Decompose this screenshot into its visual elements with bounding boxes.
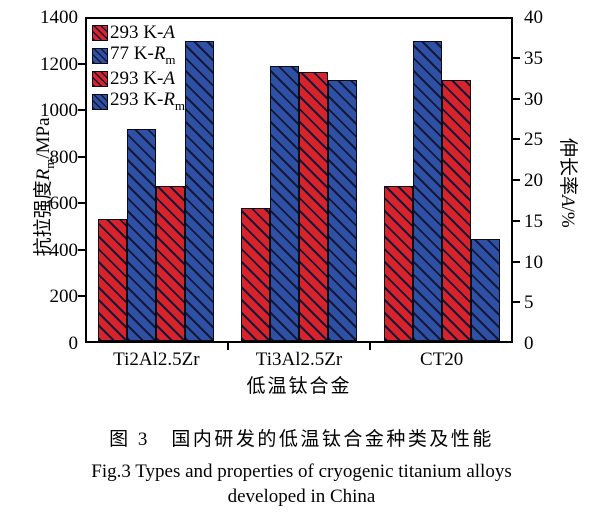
y-left-tick-mark	[78, 155, 85, 158]
y-left-tick-mark	[78, 295, 85, 298]
y-left-title-symbol: R	[33, 168, 55, 181]
caption-english-line2: developed in China	[227, 486, 376, 507]
y-right-tick-mark	[513, 301, 520, 304]
x-category-label: Ti2Al2.5Zr	[113, 349, 200, 370]
y-left-tick-mark	[78, 202, 85, 205]
legend-swatch	[92, 24, 108, 41]
caption-english: Fig.3 Types and properties of cryogenic …	[0, 459, 603, 509]
y-left-tick-mark	[78, 62, 85, 65]
y-right-title-symbol: A	[556, 195, 578, 207]
y-right-tick-label: 25	[524, 129, 543, 151]
bar-CT20-series1	[412, 41, 442, 341]
y-left-tick-label: 1200	[40, 53, 78, 75]
x-category-label: CT20	[420, 349, 464, 370]
bar-Ti3Al2.5Zr-series2	[299, 72, 328, 341]
figure-caption: 图 3 国内研发的低温钛合金种类及性能 Fig.3 Types and prop…	[0, 424, 603, 509]
y-right-tick-label: 20	[524, 170, 543, 191]
y-left-tick-label: 800	[49, 146, 79, 168]
y-right-tick-mark	[513, 56, 520, 59]
x-tick-mark	[369, 343, 372, 350]
legend-label: 293 K-A	[110, 67, 175, 89]
caption-english-line1: Fig.3 Types and properties of cryogenic …	[91, 461, 512, 482]
y-right-tick-label: 15	[524, 210, 543, 232]
x-category-label: Ti3Al2.5Zr	[255, 349, 343, 370]
y-left-tick-mark	[78, 109, 85, 112]
x-tick-mark	[226, 343, 229, 350]
legend-item: 293 K-Rm	[92, 89, 186, 113]
y-left-tick-label: 600	[49, 193, 79, 215]
legend-item: 293 K-A	[92, 21, 185, 44]
legend-item: 293 K-A	[92, 67, 185, 90]
legend-label: 293 K-Rm	[110, 89, 186, 113]
bar-CT20-series3	[470, 239, 500, 341]
legend-item: 77 K-Rm	[92, 43, 185, 67]
bar-Ti2Al2.5Zr-series3	[185, 41, 215, 341]
y-right-tick-mark	[513, 260, 520, 263]
bar-Ti3Al2.5Zr-series3	[328, 80, 357, 341]
y-right-tick-mark	[513, 219, 520, 222]
y-right-tick-label: 35	[524, 47, 543, 69]
bar-Ti3Al2.5Zr-series0	[241, 208, 270, 341]
y-left-tick-label: 400	[49, 239, 79, 261]
y-left-tick-label: 0	[68, 333, 79, 354]
y-right-tick-mark	[513, 179, 520, 181]
bar-Ti2Al2.5Zr-series1	[127, 129, 157, 341]
y-right-tick-mark	[513, 138, 520, 141]
y-left-tick-label: 1000	[40, 100, 78, 122]
legend-label: 77 K-Rm	[110, 43, 176, 67]
y-left-tick-mark	[78, 248, 85, 251]
plot-area: 293 K-A 77 K-Rm 293 K-A 293 K-Rm	[85, 17, 513, 343]
legend-swatch	[92, 93, 108, 110]
caption-chinese: 图 3 国内研发的低温钛合金种类及性能	[109, 429, 494, 450]
y-right-tick-mark	[513, 97, 520, 100]
bar-Ti3Al2.5Zr-series1	[270, 66, 299, 341]
y-right-tick-label: 30	[524, 88, 543, 110]
y-right-tick-label: 5	[524, 292, 534, 314]
y-left-tick-label: 1400	[40, 7, 78, 28]
y-right-tick-label: 40	[524, 7, 543, 28]
y-right-tick-label: 10	[524, 251, 543, 273]
bar-Ti2Al2.5Zr-series0	[98, 219, 128, 341]
legend-swatch	[92, 47, 108, 64]
legend-swatch	[92, 70, 108, 87]
bar-CT20-series2	[441, 80, 471, 341]
legend-label: 293 K-A	[110, 21, 175, 43]
y-left-tick-label: 200	[49, 286, 79, 308]
bar-CT20-series0	[383, 186, 413, 341]
legend: 293 K-A 77 K-Rm 293 K-A 293 K-Rm	[92, 21, 185, 113]
x-axis-title: 低温钛合金	[246, 376, 352, 397]
y-right-tick-label: 0	[524, 333, 534, 354]
bar-Ti2Al2.5Zr-series2	[156, 186, 186, 341]
